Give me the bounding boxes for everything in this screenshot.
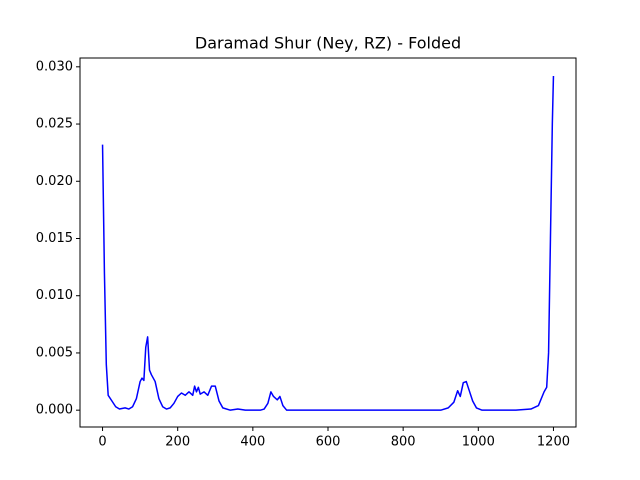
axes-frame	[79, 57, 577, 428]
x-tick-label: 1000	[462, 435, 495, 450]
x-tick-label: 0	[98, 435, 106, 450]
y-tick-label: 0.000	[36, 403, 73, 418]
x-tick-label: 1200	[537, 435, 570, 450]
y-tick-label: 0.005	[36, 345, 73, 360]
y-tick-label: 0.010	[36, 288, 73, 303]
y-tick-label: 0.020	[36, 174, 73, 189]
chart-title: Daramad Shur (Ney, RZ) - Folded	[195, 34, 461, 53]
y-tick-label: 0.030	[36, 59, 73, 74]
y-tick-label: 0.025	[36, 117, 73, 132]
x-tick-label: 800	[391, 435, 416, 450]
x-tick-label: 200	[165, 435, 190, 450]
x-tick-label: 600	[316, 435, 341, 450]
y-tick-label: 0.015	[36, 231, 73, 246]
x-tick-label: 400	[240, 435, 265, 450]
data-line	[101, 75, 555, 411]
